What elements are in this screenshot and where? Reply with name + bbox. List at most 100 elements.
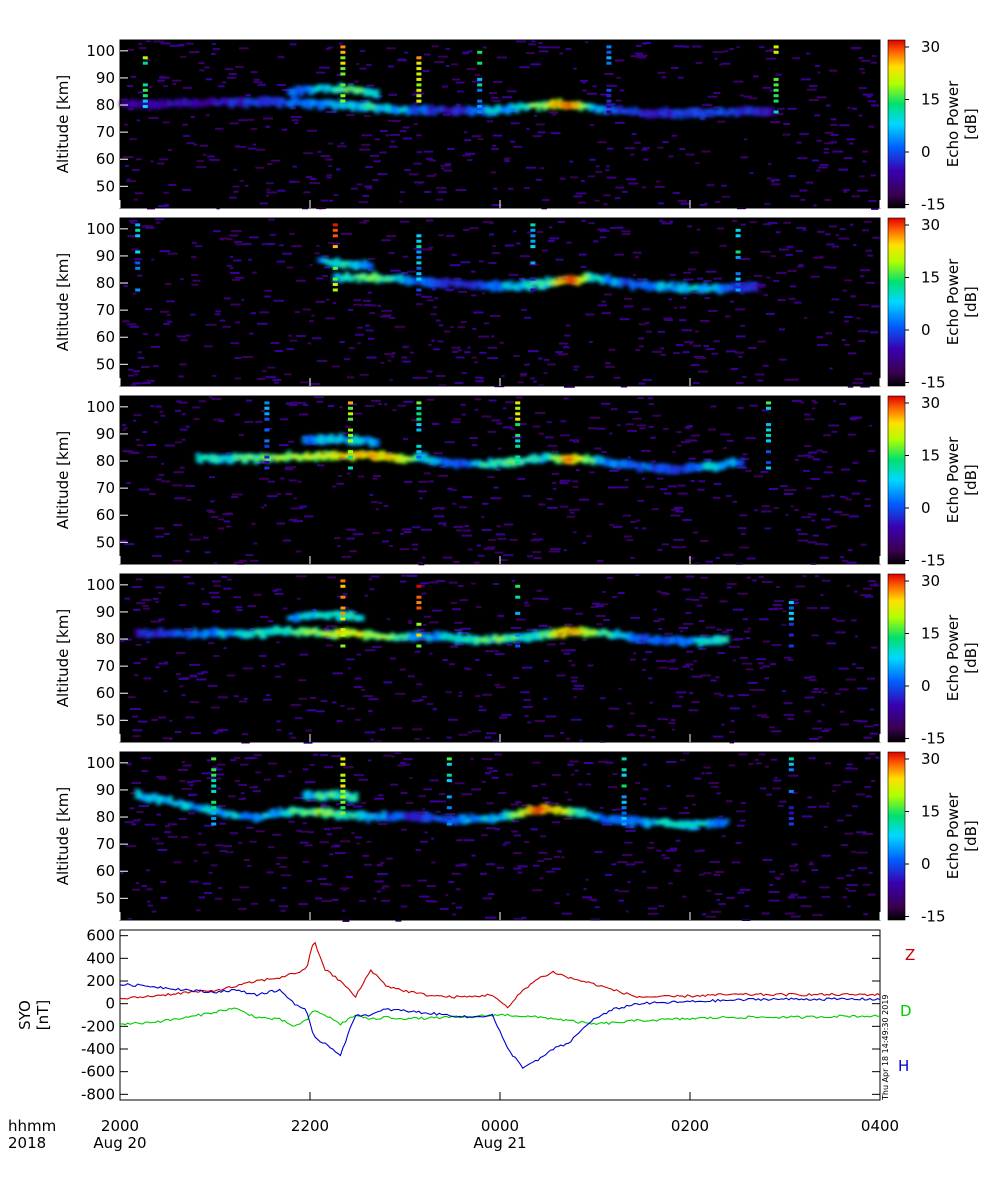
echo-cell	[770, 107, 775, 117]
echo-cell	[676, 281, 681, 293]
echo-core	[354, 89, 359, 93]
echo-cell	[396, 813, 401, 820]
echo-core	[326, 810, 331, 814]
echo-cell	[645, 108, 650, 120]
echo-core	[348, 453, 352, 457]
echo-core	[731, 461, 735, 464]
echo-cell	[132, 98, 137, 109]
echo-cell	[414, 106, 419, 116]
echo-cell	[734, 109, 739, 118]
echo-cell	[235, 97, 240, 105]
echo-cell	[472, 815, 477, 823]
echo-cell	[603, 816, 608, 824]
echo-cell	[363, 437, 368, 443]
echo-cell	[238, 814, 243, 820]
echo-core	[351, 815, 355, 818]
echo-cell	[594, 104, 599, 114]
echo-cell	[396, 107, 401, 114]
echo-cell	[728, 284, 732, 291]
echo-cell	[144, 627, 149, 639]
echo-cell	[180, 632, 185, 638]
echo-core	[591, 105, 596, 109]
echo-core	[275, 628, 279, 632]
echo-cell	[247, 97, 252, 105]
echo-core	[329, 612, 334, 616]
echo-core	[594, 815, 599, 819]
echo-power-panel-4: 50 60 70 80 90 100 Altitude [km] -15 0 15 30 Echo P…	[54, 572, 980, 748]
echo-core	[603, 630, 608, 634]
y-tick-label: 90	[96, 603, 115, 621]
y-tick-label: 60	[96, 328, 115, 346]
echo-cell	[345, 438, 349, 444]
echo-core	[351, 613, 355, 617]
x-tick-label: 0200	[671, 1117, 709, 1135]
echo-core	[317, 631, 322, 635]
echo-core	[311, 629, 316, 633]
echo-cell	[718, 285, 723, 295]
echo-cell	[709, 285, 714, 291]
echo-core	[576, 457, 580, 461]
echo-cell	[721, 820, 726, 828]
echo-core	[338, 262, 343, 266]
colorbar	[887, 217, 906, 387]
echo-cell	[439, 105, 444, 113]
echo-core	[554, 281, 559, 285]
echo-core	[317, 809, 322, 813]
echo-core	[378, 276, 383, 280]
echo-cell	[454, 458, 459, 470]
echo-core	[588, 105, 593, 109]
echo-core	[582, 458, 587, 462]
echo-core	[594, 275, 599, 279]
echo-core	[490, 462, 495, 465]
echo-cell	[518, 282, 523, 292]
echo-cell	[673, 109, 678, 120]
echo-cell	[655, 282, 659, 292]
echo-core	[305, 454, 310, 458]
series-label-H: H	[898, 1057, 909, 1075]
echo-core	[369, 632, 374, 636]
echo-core	[296, 809, 301, 813]
y-axis-label: Altitude [km]	[54, 431, 72, 529]
echo-core	[545, 632, 550, 636]
echo-cell	[238, 97, 243, 108]
echo-cell	[150, 99, 155, 111]
echo-core	[253, 457, 258, 461]
echo-spike-6	[606, 45, 612, 114]
echo-core	[135, 792, 140, 796]
echo-cell	[612, 815, 617, 824]
echo-core	[269, 457, 273, 461]
echo-cell	[323, 99, 328, 108]
echo-cell	[649, 820, 653, 827]
echo-core	[290, 809, 295, 813]
echo-core	[594, 630, 599, 634]
echo-cell	[664, 463, 669, 475]
echo-core	[338, 631, 343, 635]
echo-core	[582, 276, 587, 280]
echo-cell	[752, 108, 757, 117]
echo-cell	[244, 811, 249, 819]
echo-cell	[366, 262, 371, 269]
echo-cell	[408, 277, 413, 285]
echo-core	[706, 463, 711, 467]
echo-core	[518, 811, 523, 815]
echo-cell	[630, 460, 635, 469]
echo-core	[551, 280, 556, 284]
echo-core	[311, 810, 316, 814]
echo-spike-5	[735, 228, 741, 292]
echo-core	[527, 457, 532, 461]
echo-core	[533, 809, 538, 813]
echo-cell	[141, 100, 146, 109]
echo-cell	[220, 97, 225, 105]
echo-cell	[165, 797, 170, 805]
echo-cell	[405, 275, 410, 286]
echo-cell	[375, 103, 380, 115]
echo-cell	[737, 106, 742, 117]
echo-cell	[199, 101, 203, 108]
echo-core	[609, 634, 614, 637]
echo-spike-5	[766, 401, 771, 470]
y-tick-label: -200	[81, 1017, 115, 1035]
echo-cell	[627, 631, 632, 642]
echo-core	[375, 277, 380, 281]
echo-cell	[421, 632, 425, 639]
